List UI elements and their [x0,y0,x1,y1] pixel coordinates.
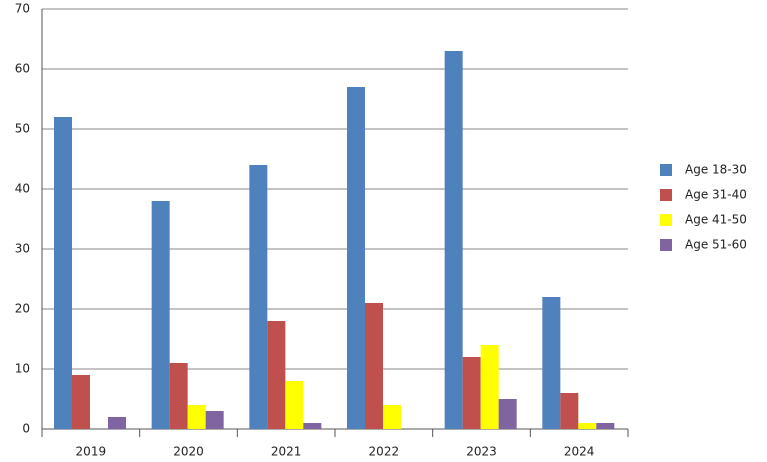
bar [267,321,286,429]
bar [578,423,597,429]
legend-swatch [660,164,672,176]
bar [596,423,615,429]
bar [285,381,304,429]
legend-label: Age 31-40 [685,188,747,202]
bar [187,405,206,429]
x-tick-label: 2022 [369,445,400,459]
bar [169,363,188,429]
y-tick-label: 20 [15,302,30,316]
legend-label: Age 51-60 [685,238,747,252]
x-tick-label: 2024 [564,445,595,459]
x-tick-label: 2023 [466,445,497,459]
x-tick-label: 2021 [271,445,302,459]
bar [72,375,90,429]
bar [498,399,517,429]
legend-swatch [660,189,672,201]
x-tick-label: 2019 [76,445,107,459]
y-tick-label: 0 [22,422,30,436]
bar [542,297,561,429]
bar [205,411,224,429]
y-tick-label: 70 [15,2,30,16]
bar [383,405,401,429]
legend-swatch [660,214,672,226]
bar [365,303,383,429]
y-tick-label: 40 [15,182,30,196]
bar [462,357,481,429]
bar [249,165,268,429]
y-tick-label: 60 [15,62,30,76]
x-tick-label: 2020 [173,445,204,459]
bar [151,201,170,429]
y-tick-label: 10 [15,362,30,376]
y-tick-label: 30 [15,242,30,256]
bar [108,417,126,429]
legend-label: Age 41-50 [685,213,747,227]
legend-swatch [660,239,672,251]
legend-label: Age 18-30 [685,163,747,177]
bar [347,87,365,429]
y-tick-label: 50 [15,122,30,136]
bar [303,423,322,429]
bar [444,51,463,429]
bar [480,345,499,429]
bar [560,393,579,429]
bar [54,117,72,429]
